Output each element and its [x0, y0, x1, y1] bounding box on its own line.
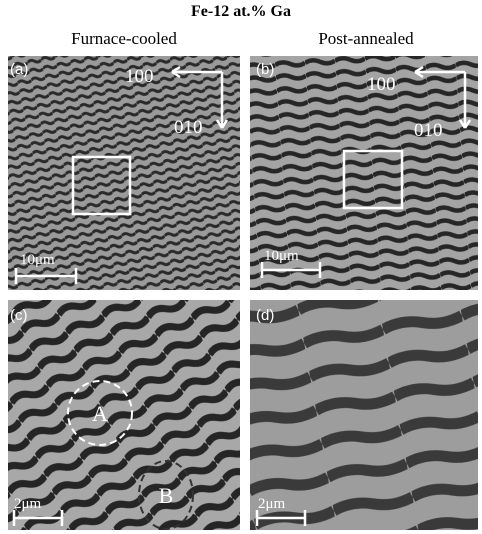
scale-label: 2μm	[14, 496, 42, 512]
panel-label: (b)	[256, 61, 274, 78]
figure: Fe-12 at.% Ga Furnace-cooled Post-anneal…	[0, 0, 482, 534]
panel-label: (c)	[10, 307, 28, 324]
scale-label: 10μm	[264, 248, 299, 264]
column-header: Post-annealed	[318, 29, 414, 48]
axis-label: 100	[125, 66, 154, 87]
region-label: A	[92, 401, 108, 426]
micrograph	[8, 300, 240, 530]
scale-label: 10μm	[20, 252, 55, 268]
axis-label: 010	[174, 117, 203, 138]
region-label: B	[159, 483, 174, 508]
axis-label: 010	[414, 120, 443, 141]
axis-label: 100	[367, 74, 396, 95]
page: Fe-12 at.% Ga Furnace-cooled Post-anneal…	[0, 0, 482, 534]
panel-label: (a)	[10, 61, 28, 78]
column-header: Furnace-cooled	[71, 29, 177, 48]
scale-label: 2μm	[258, 496, 286, 512]
title: Fe-12 at.% Ga	[191, 3, 291, 20]
panel-label: (d)	[256, 307, 274, 324]
